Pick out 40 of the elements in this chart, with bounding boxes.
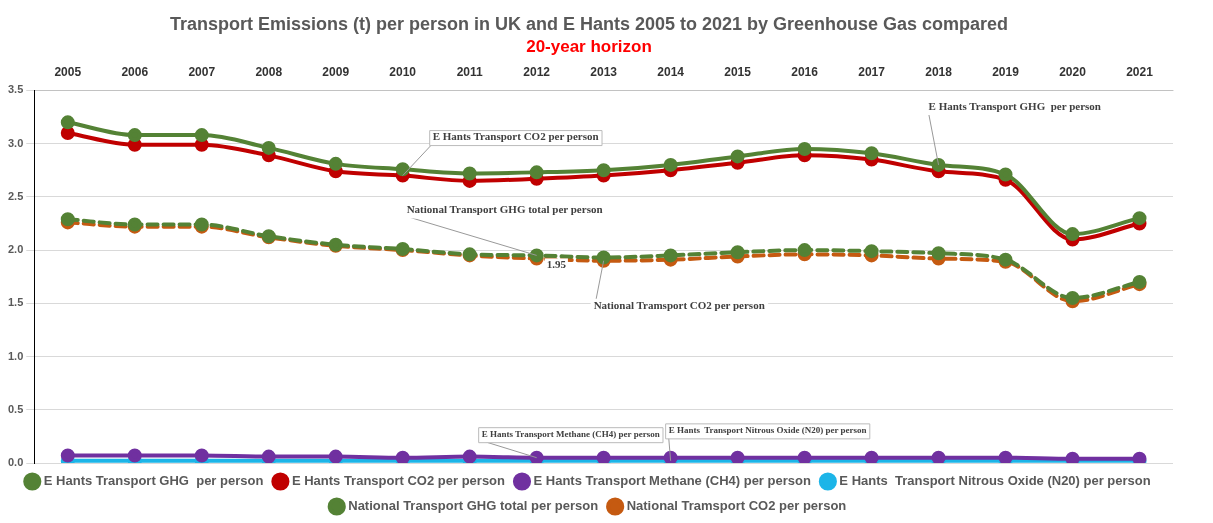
x-tick-label: 2014 — [657, 64, 685, 79]
y-tick-label: 1.0 — [7, 349, 24, 362]
x-tick-label: 2012 — [523, 64, 551, 79]
x-tick-label: 2018 — [925, 64, 953, 79]
x-tick-label: 2011 — [456, 64, 484, 79]
x-tick-label: 2008 — [255, 64, 283, 79]
legend-label: National Transport GHG total per person — [348, 498, 599, 514]
y-tick-label: 0.5 — [7, 402, 24, 415]
legend-label: E Hants Transport CO2 per person — [291, 473, 506, 489]
x-tick-label: 2009 — [322, 64, 350, 79]
annotation: 1.95 — [546, 258, 567, 271]
annotation: E Hants Transport Methane (CH4) per person — [481, 429, 660, 440]
y-tick-label: 3.0 — [7, 136, 24, 149]
annotation: E Hants Transport Nitrous Oxide (N20) per person — [668, 425, 867, 436]
y-tick-label: 0.0 — [7, 456, 24, 469]
x-tick-label: 2007 — [188, 64, 216, 79]
x-tick-label: 2015 — [724, 64, 752, 79]
chart-subtitle: 20-year horizon — [526, 37, 652, 57]
legend-label: E Hants Transport Methane (CH4) per person — [533, 473, 811, 489]
x-tick-label: 2016 — [791, 64, 819, 79]
y-tick-label: 3.5 — [7, 83, 24, 96]
x-tick-label: 2006 — [121, 64, 149, 79]
x-tick-label: 2005 — [54, 64, 82, 79]
annotation: National Tramsport CO2 per person — [593, 298, 765, 311]
y-tick-label: 2.5 — [7, 189, 24, 202]
annotation: E Hants Transport CO2 per person — [432, 130, 599, 143]
annotation: E Hants Transport GHG per person — [928, 99, 1101, 112]
chart-title: Transport Emissions (t) per person in UK and E Hants 2005 to 2021 by Greenhouse Gas compared — [169, 13, 1009, 34]
x-tick-label: 2021 — [1126, 64, 1154, 79]
legend-label: National Tramsport CO2 per person — [626, 498, 847, 514]
annotation: National Transport GHG total per person — [406, 203, 603, 216]
x-tick-label: 2010 — [389, 64, 417, 79]
x-tick-label: 2013 — [590, 64, 618, 79]
legend-label: E Hants Transport GHG per person — [43, 473, 264, 489]
x-tick-label: 2019 — [992, 64, 1020, 79]
x-tick-label: 2020 — [1059, 64, 1087, 79]
y-tick-label: 2.0 — [7, 243, 24, 256]
legend-label: E Hants Transport Nitrous Oxide (N20) per person — [839, 473, 1151, 489]
y-tick-label: 1.5 — [7, 296, 24, 309]
x-tick-label: 2017 — [858, 64, 886, 79]
